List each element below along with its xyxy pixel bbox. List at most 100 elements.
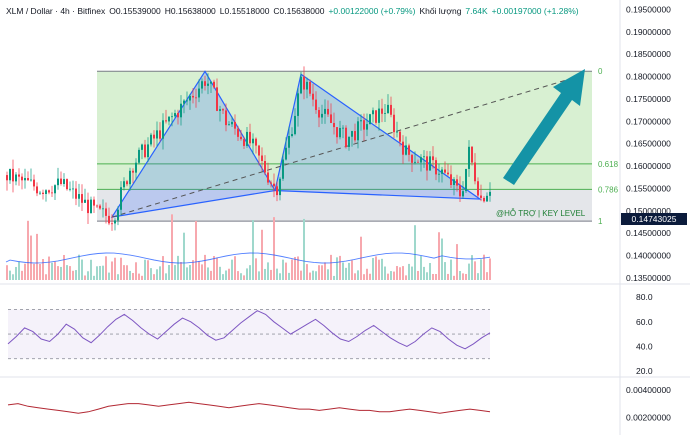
volume-bar [204, 254, 206, 280]
candle [237, 128, 239, 137]
candle [105, 208, 107, 216]
candle [396, 131, 398, 133]
volume-bar [15, 266, 17, 280]
candle [75, 188, 77, 199]
candle [366, 124, 368, 130]
volume-bar [219, 266, 221, 280]
candle [93, 199, 95, 206]
volume-value: 7.64K [465, 6, 488, 16]
volume-bar [57, 266, 59, 280]
current-price-tag: 0.14743025 [621, 213, 687, 225]
volume-bar [255, 258, 257, 280]
candle [273, 183, 275, 187]
candle [285, 147, 287, 160]
volume-bar [183, 232, 185, 280]
price-axis-tick: 0.18500000 [626, 49, 671, 59]
volume-bar [135, 262, 137, 280]
candle [108, 215, 110, 224]
symbol-title[interactable]: XLM / Dollar · 4h · Bitfinex [6, 6, 106, 16]
candle [189, 95, 191, 101]
rsi-axis-tick: 80.0 [636, 292, 653, 302]
candle [357, 121, 359, 141]
candle [114, 220, 116, 224]
volume-bar [117, 274, 119, 280]
candle [102, 208, 104, 210]
volume-bar [213, 256, 215, 280]
candle [276, 186, 278, 196]
volume-bar [384, 266, 386, 280]
price-axis-tick: 0.18000000 [626, 72, 671, 82]
candle [279, 178, 281, 196]
candle [246, 131, 248, 146]
volume-bar [177, 255, 179, 280]
candle [123, 181, 125, 188]
volume-bar [381, 258, 383, 280]
volume-bar [387, 273, 389, 280]
candle [486, 195, 488, 202]
volume-bar [237, 271, 239, 280]
candle [21, 176, 23, 181]
candle [480, 195, 482, 198]
candle [324, 108, 326, 114]
volume-bar [264, 268, 266, 280]
candle [477, 181, 479, 196]
volume-bar [321, 265, 323, 280]
candle [228, 124, 230, 126]
candle [162, 120, 164, 139]
candle [207, 83, 209, 86]
volume-bar [438, 232, 440, 280]
volume-bar [144, 259, 146, 280]
candle [435, 160, 437, 175]
candle [6, 175, 8, 181]
volume-bar [231, 259, 233, 280]
volume-bar [396, 266, 398, 280]
volume-bar [249, 265, 251, 280]
volume-bar [39, 263, 41, 280]
candle [72, 188, 74, 190]
candle [174, 113, 176, 117]
volume-bar [345, 267, 347, 280]
rsi-axis-tick: 40.0 [636, 341, 653, 351]
volume-bar [375, 256, 377, 280]
volume-bar [102, 265, 104, 280]
volume-bar [414, 225, 416, 280]
volume-bar [72, 270, 74, 280]
volume-bar [357, 270, 359, 280]
candle [243, 139, 245, 146]
candle [48, 190, 50, 193]
volume-bar [459, 271, 461, 280]
candle [90, 199, 92, 214]
candle [294, 115, 296, 135]
candle [351, 131, 353, 137]
candle [183, 100, 185, 104]
candle [171, 116, 173, 118]
volume-bar [489, 258, 491, 280]
volume-bar [87, 271, 89, 280]
volume-bar [333, 275, 335, 280]
volume-bar [81, 259, 83, 280]
volume-bar [42, 258, 44, 280]
price-axis-tick: 0.15500000 [626, 183, 671, 193]
candle [198, 88, 200, 98]
candle [354, 131, 356, 141]
candle [18, 174, 20, 177]
volume-bar [138, 273, 140, 280]
candle [264, 160, 266, 173]
candle [36, 186, 38, 194]
volume-bar [429, 263, 431, 280]
volume-bar [66, 265, 68, 280]
candle [153, 134, 155, 139]
candle [129, 170, 131, 185]
candle [255, 138, 257, 146]
volume-bar [75, 270, 77, 280]
candle [333, 122, 335, 128]
volume-bar [108, 272, 110, 280]
volume-bar [471, 255, 473, 280]
candle [375, 110, 377, 123]
candle [330, 114, 332, 123]
candle [261, 155, 263, 161]
osc-axis-tick: 0.00400000 [626, 385, 671, 395]
volume-bar [180, 262, 182, 280]
volume-bar [54, 261, 56, 280]
